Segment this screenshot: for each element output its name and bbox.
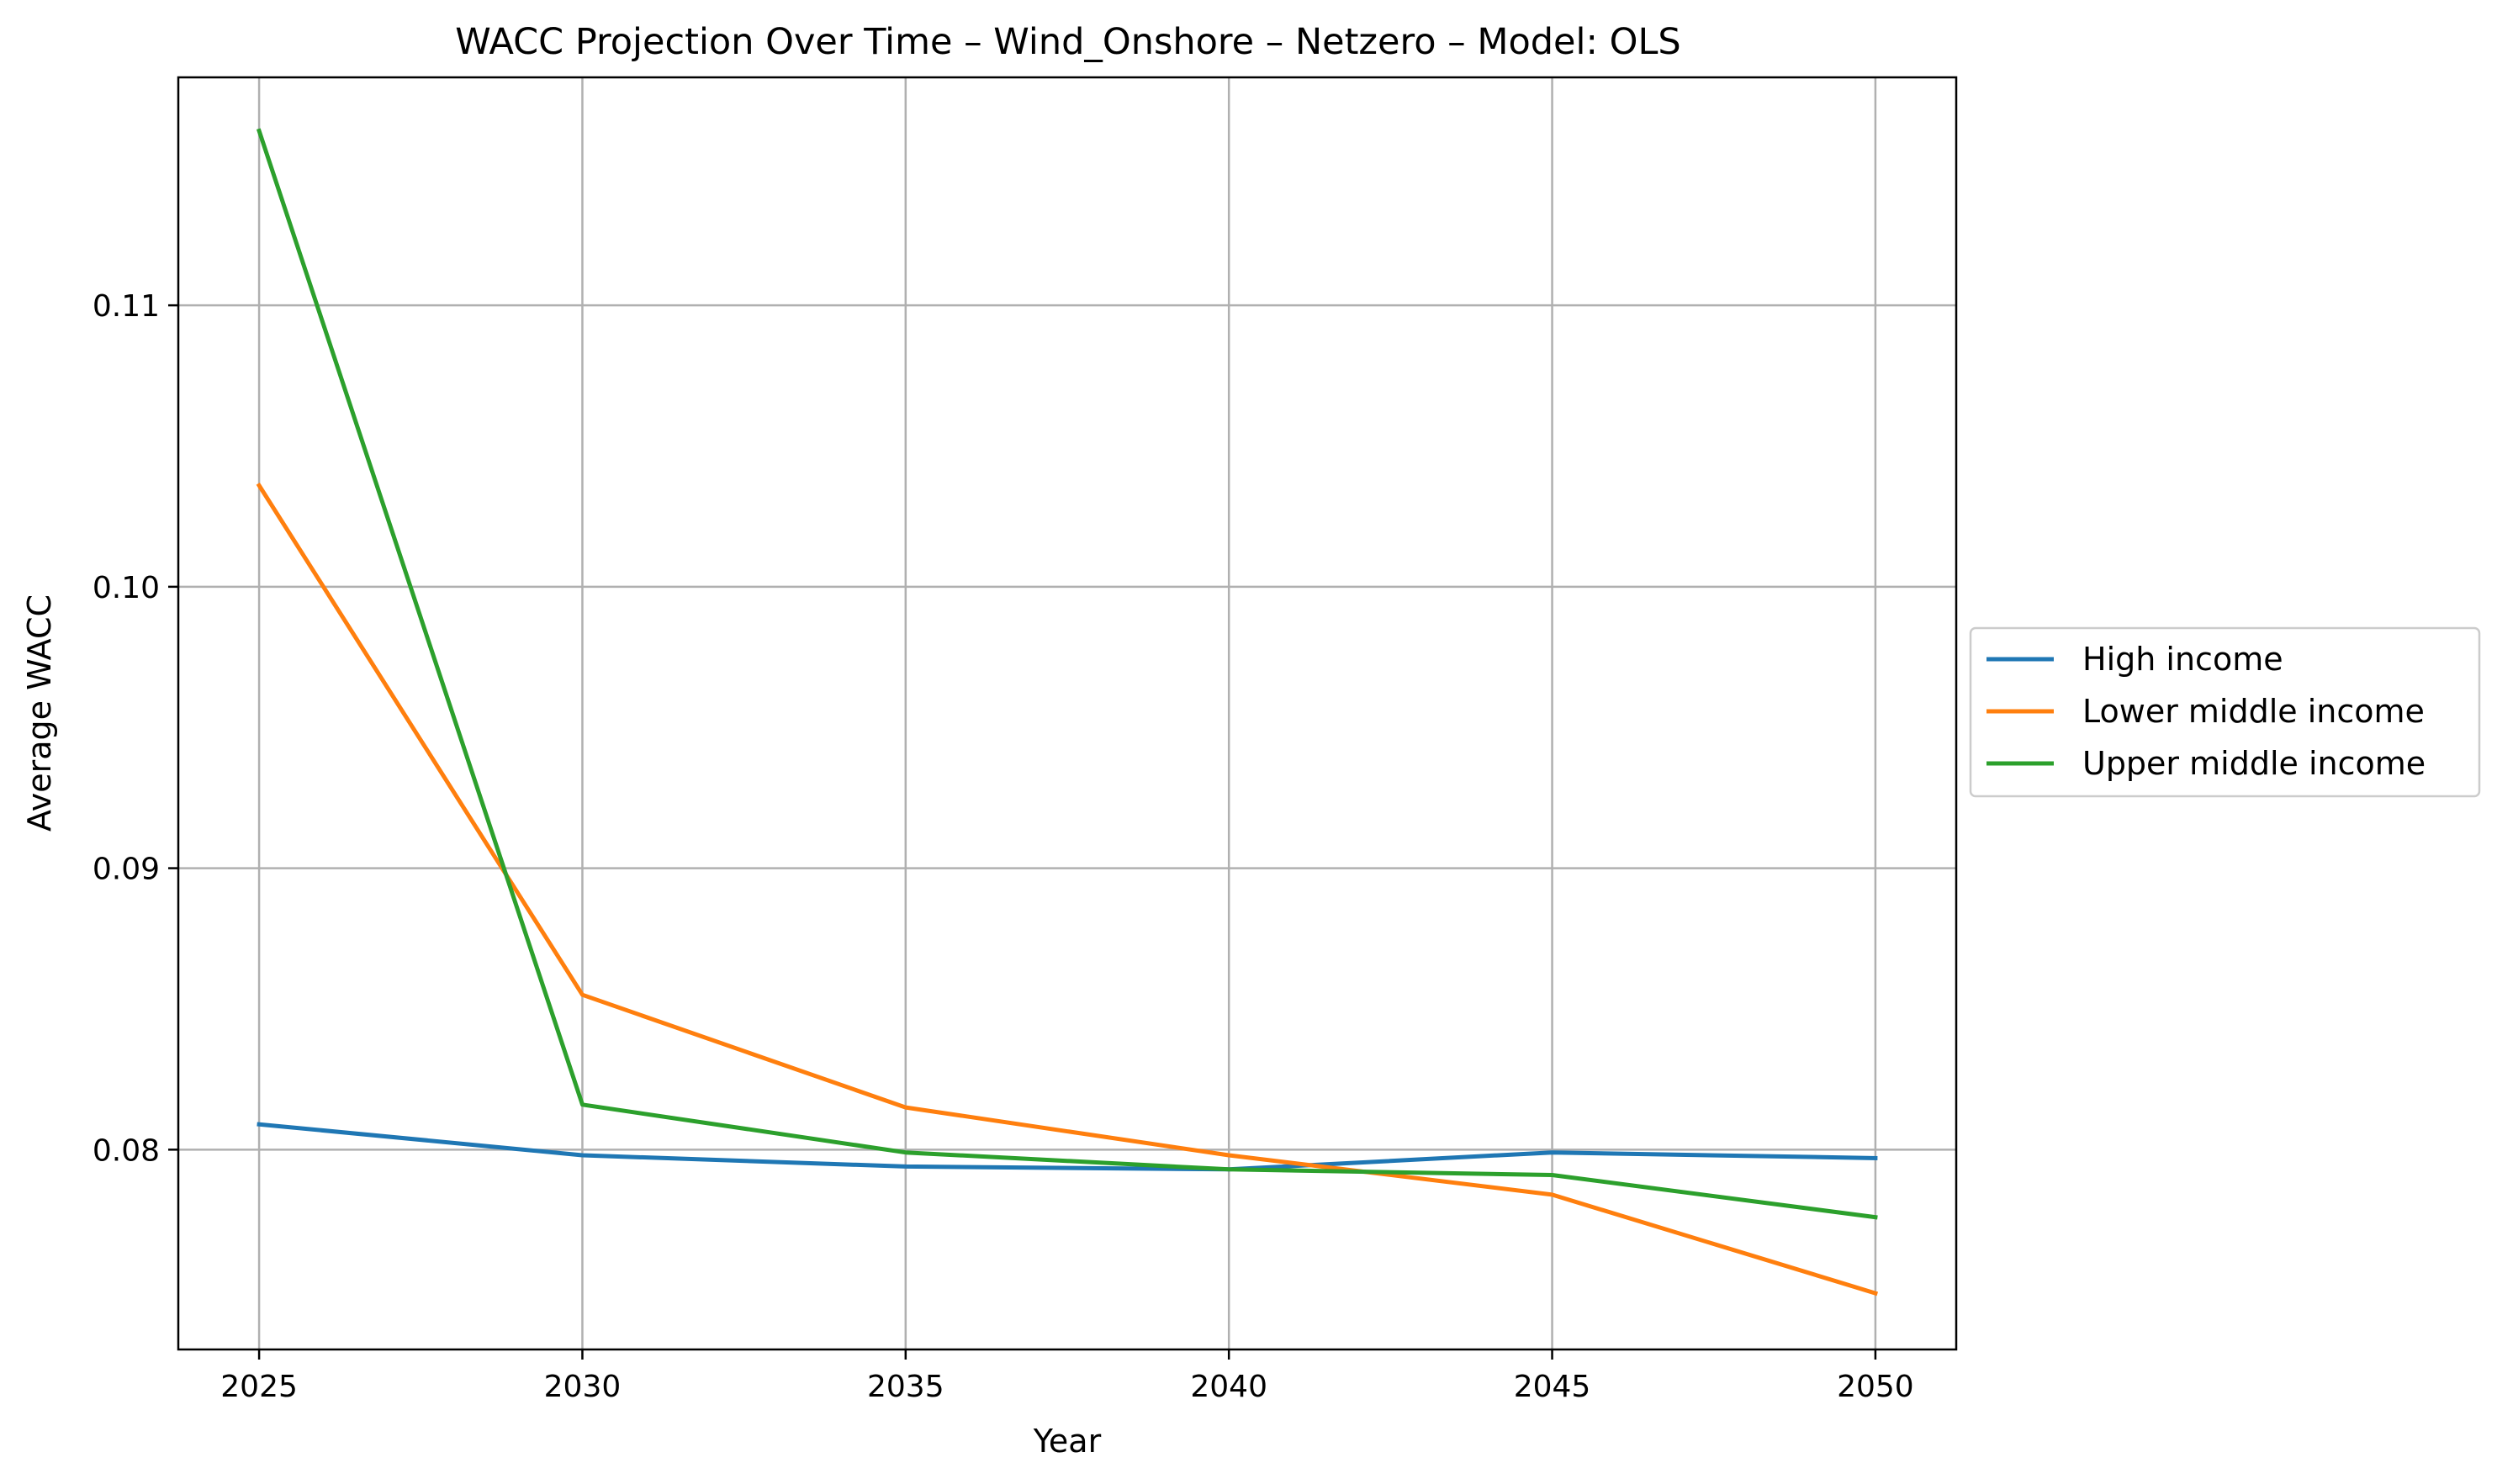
legend-label: Lower middle income: [2082, 693, 2425, 730]
series-line-lower-middle-income: [256, 482, 1879, 1297]
x-tick-label: 2040: [1190, 1370, 1267, 1404]
x-tick-label: 2045: [1514, 1370, 1591, 1404]
series-lines: [256, 128, 1879, 1297]
legend-label: Upper middle income: [2082, 745, 2426, 782]
y-axis: 0.08 0.09 0.10 0.11: [93, 289, 178, 1168]
y-axis-label: Average WACC: [21, 594, 58, 832]
chart-title: WACC Projection Over Time – Wind_Onshore…: [455, 21, 1680, 63]
x-tick-label: 2050: [1837, 1370, 1914, 1404]
legend-box: [1969, 626, 2481, 798]
legend: High income Lower middle income Upper midd…: [1969, 626, 2481, 798]
y-tick-label: 0.09: [93, 853, 160, 887]
y-tick-label: 0.08: [93, 1133, 160, 1168]
x-tick-label: 2035: [867, 1370, 944, 1404]
series-line-high-income: [257, 1122, 1878, 1172]
grid-lines: [178, 77, 1956, 1349]
series-line-upper-middle-income: [256, 128, 1878, 1220]
plot-frame: [177, 76, 1958, 1351]
x-tick-label: 2030: [544, 1370, 622, 1404]
y-tick-label: 0.11: [93, 289, 160, 324]
y-tick-label: 0.10: [93, 571, 160, 605]
x-tick-label: 2025: [220, 1370, 298, 1404]
x-axis-label: Year: [1033, 1423, 1102, 1460]
legend-label: High income: [2082, 641, 2283, 678]
x-axis: 2025 2030 2035 2040 2045 2050: [220, 1349, 1914, 1404]
